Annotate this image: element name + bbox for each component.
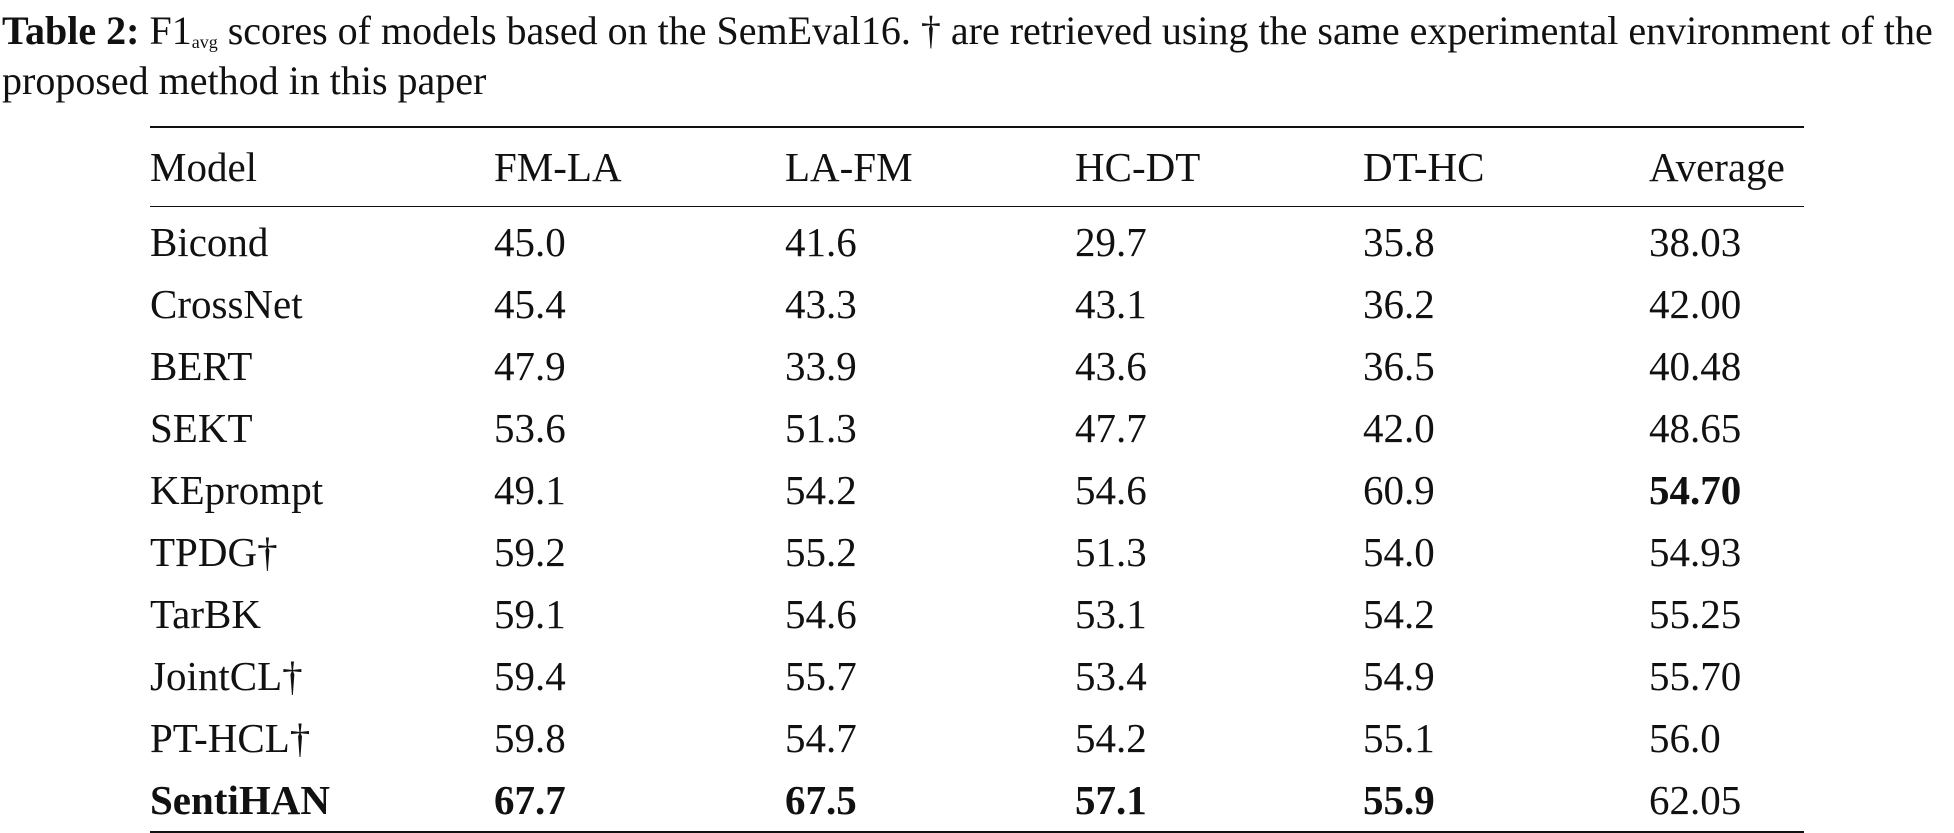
- score-cell: 54.6: [1075, 467, 1147, 513]
- model-name-cell: TPDG†: [150, 529, 278, 575]
- score-cell: 48.65: [1649, 405, 1742, 451]
- score-cell: 35.8: [1363, 219, 1435, 265]
- caption-metric-subscript: avg: [191, 32, 218, 52]
- model-name-cell: BERT: [150, 343, 253, 389]
- results-table-container: Model FM-LA LA-FM HC-DT DT-HC Average Bicond 4…: [150, 126, 1804, 833]
- model-name-cell: KEprompt: [150, 467, 324, 513]
- score-cell: 55.9: [1363, 777, 1435, 823]
- table-row: KEprompt 49.1 54.2 54.6 60.9 54.70: [150, 459, 1804, 521]
- model-name-cell: JointCL†: [150, 653, 303, 699]
- score-cell: 51.3: [1075, 529, 1147, 575]
- score-cell: 59.1: [494, 591, 566, 637]
- column-header: Average: [1649, 144, 1785, 190]
- score-cell: 55.1: [1363, 715, 1435, 761]
- score-cell: 62.05: [1649, 777, 1742, 823]
- model-name-cell: Bicond: [150, 219, 269, 265]
- score-cell: 45.0: [494, 219, 566, 265]
- table-row: JointCL† 59.4 55.7 53.4 54.9 55.70: [150, 645, 1804, 707]
- column-header: FM-LA: [494, 144, 622, 190]
- table-row: SentiHAN 67.7 67.5 57.1 55.9 62.05: [150, 769, 1804, 832]
- column-header: DT-HC: [1363, 144, 1485, 190]
- score-cell: 53.6: [494, 405, 566, 451]
- column-header: Model: [150, 144, 258, 190]
- score-cell: 60.9: [1363, 467, 1435, 513]
- model-name-cell: PT-HCL†: [150, 715, 311, 761]
- table-row: Bicond 45.0 41.6 29.7 35.8 38.03: [150, 207, 1804, 274]
- score-cell: 54.0: [1363, 529, 1435, 575]
- caption-metric: F1avg: [149, 8, 217, 53]
- score-cell: 59.2: [494, 529, 566, 575]
- score-cell: 41.6: [785, 219, 857, 265]
- score-cell: 49.1: [494, 467, 566, 513]
- score-cell: 54.2: [1075, 715, 1147, 761]
- score-cell: 47.7: [1075, 405, 1147, 451]
- score-cell: 33.9: [785, 343, 857, 389]
- score-cell: 55.2: [785, 529, 857, 575]
- score-cell: 40.48: [1649, 343, 1742, 389]
- table-header: Model FM-LA LA-FM HC-DT DT-HC Average: [150, 127, 1804, 207]
- score-cell: 43.3: [785, 281, 857, 327]
- score-cell: 42.0: [1363, 405, 1435, 451]
- table-row: SEKT 53.6 51.3 47.7 42.0 48.65: [150, 397, 1804, 459]
- score-cell: 59.8: [494, 715, 566, 761]
- model-name-cell: SEKT: [150, 405, 253, 451]
- table-row: BERT 47.9 33.9 43.6 36.5 40.48: [150, 335, 1804, 397]
- caption-label: Table 2:: [2, 8, 140, 53]
- score-cell: 29.7: [1075, 219, 1147, 265]
- score-cell: 54.9: [1363, 653, 1435, 699]
- table-body: Bicond 45.0 41.6 29.7 35.8 38.03 CrossNet 45.4 4…: [150, 207, 1804, 832]
- score-cell: 47.9: [494, 343, 566, 389]
- results-table: Model FM-LA LA-FM HC-DT DT-HC Average Bicond 4…: [150, 126, 1804, 833]
- score-cell: 43.1: [1075, 281, 1147, 327]
- score-cell: 36.2: [1363, 281, 1435, 327]
- model-name-cell: CrossNet: [150, 281, 303, 327]
- score-cell: 54.93: [1649, 529, 1742, 575]
- score-cell: 53.1: [1075, 591, 1147, 637]
- model-name-cell: SentiHAN: [150, 777, 330, 823]
- score-cell: 55.7: [785, 653, 857, 699]
- score-cell: 55.25: [1649, 591, 1742, 637]
- score-cell: 43.6: [1075, 343, 1147, 389]
- score-cell: 54.2: [1363, 591, 1435, 637]
- score-cell: 54.70: [1649, 467, 1742, 513]
- score-cell: 36.5: [1363, 343, 1435, 389]
- score-cell: 55.70: [1649, 653, 1742, 699]
- model-name-cell: TarBK: [150, 591, 261, 637]
- score-cell: 54.6: [785, 591, 857, 637]
- header-row: Model FM-LA LA-FM HC-DT DT-HC Average: [150, 127, 1804, 207]
- score-cell: 56.0: [1649, 715, 1721, 761]
- score-cell: 45.4: [494, 281, 566, 327]
- caption-metric-main: F1: [149, 8, 192, 53]
- column-header: HC-DT: [1075, 144, 1201, 190]
- score-cell: 53.4: [1075, 653, 1147, 699]
- table-row: TPDG† 59.2 55.2 51.3 54.0 54.93: [150, 521, 1804, 583]
- score-cell: 51.3: [785, 405, 857, 451]
- table-row: TarBK 59.1 54.6 53.1 54.2 55.25: [150, 583, 1804, 645]
- score-cell: 67.5: [785, 777, 857, 823]
- score-cell: 67.7: [494, 777, 566, 823]
- score-cell: 38.03: [1649, 219, 1742, 265]
- table-row: CrossNet 45.4 43.3 43.1 36.2 42.00: [150, 273, 1804, 335]
- score-cell: 54.2: [785, 467, 857, 513]
- table-caption: Table 2: F1avg scores of models based on…: [2, 6, 1952, 106]
- score-cell: 54.7: [785, 715, 857, 761]
- caption-text: scores of models based on the SemEval16.…: [2, 8, 1933, 103]
- column-header: LA-FM: [785, 144, 913, 190]
- score-cell: 57.1: [1075, 777, 1147, 823]
- table-row: PT-HCL† 59.8 54.7 54.2 55.1 56.0: [150, 707, 1804, 769]
- score-cell: 59.4: [494, 653, 566, 699]
- score-cell: 42.00: [1649, 281, 1742, 327]
